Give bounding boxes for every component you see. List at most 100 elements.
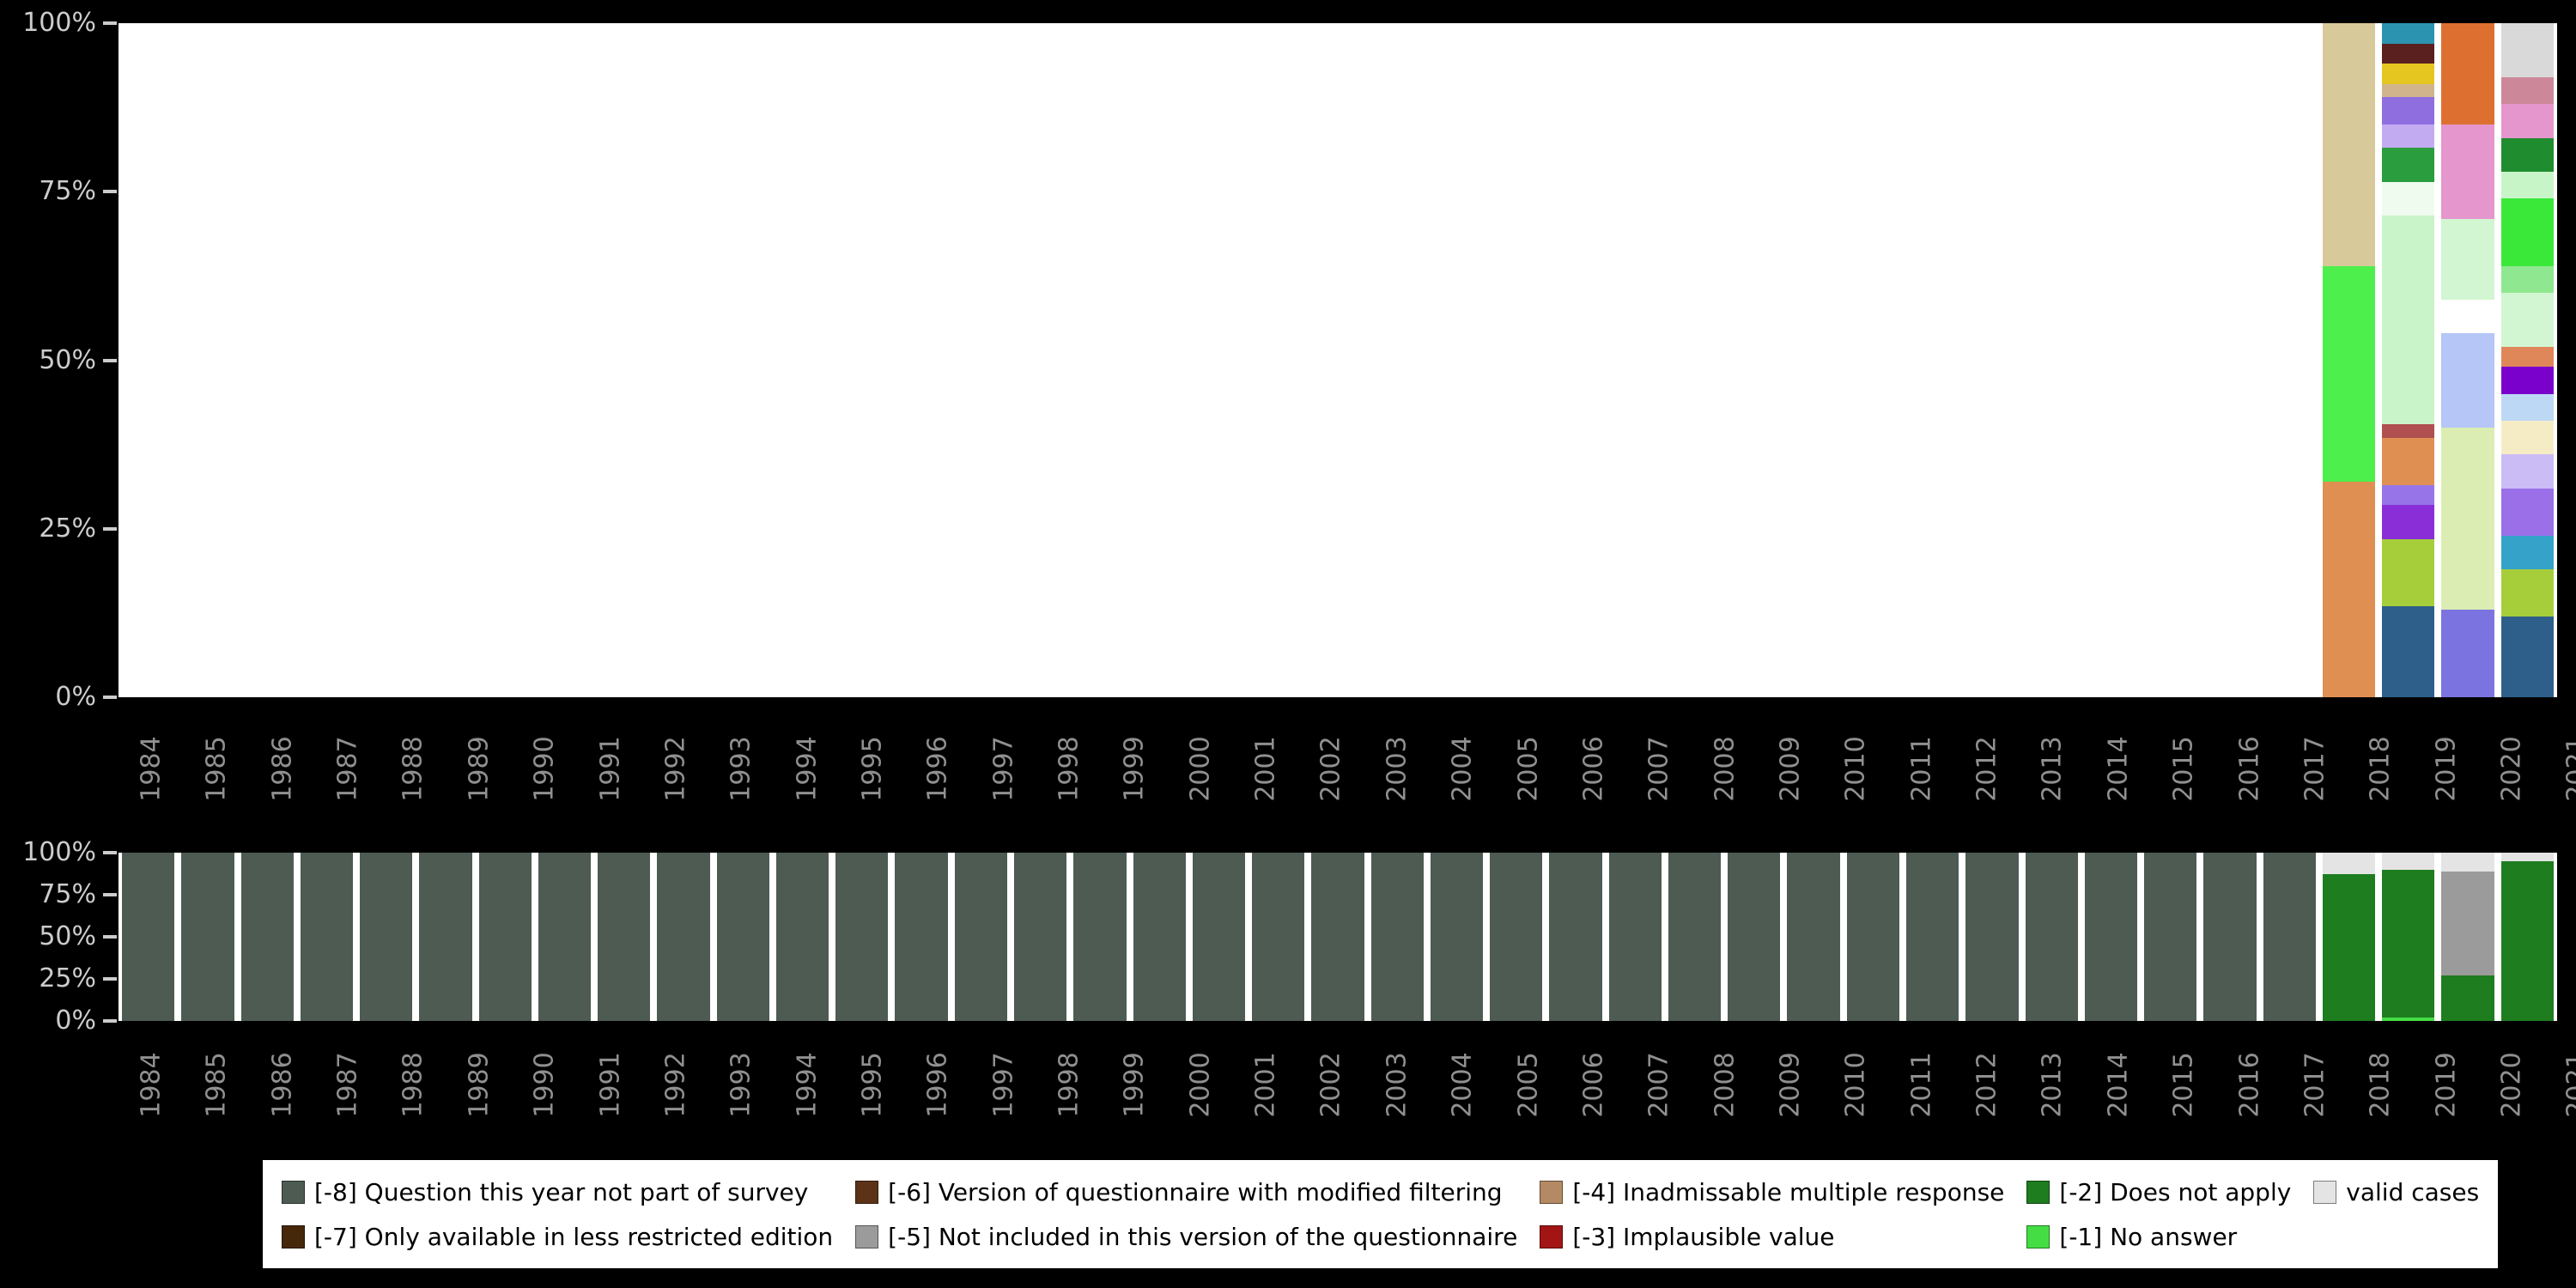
missing-bar-1991 xyxy=(538,853,592,1021)
missing-bar-1989 xyxy=(419,853,472,1021)
bottom-tick-1997: 1997 xyxy=(971,1039,1036,1130)
y-axis-tick xyxy=(103,977,117,981)
bottom-tick-2017: 2017 xyxy=(2282,1039,2348,1130)
category-bar-2024 xyxy=(2500,23,2554,697)
legend: [-8] Question this year not part of surv… xyxy=(263,1160,2499,1268)
legend-label: valid cases xyxy=(2346,1177,2480,1206)
bar-segment xyxy=(2382,215,2435,425)
top-plot xyxy=(118,23,2557,697)
x-axis-year-label: 2003 xyxy=(1382,735,1413,802)
x-axis-year-label: 1997 xyxy=(988,1051,1019,1118)
category-bar-2006 xyxy=(1431,23,1483,697)
legend-item--8: [-8] Question this year not part of surv… xyxy=(282,1172,833,1212)
x-axis-year-label: 2008 xyxy=(1710,735,1741,802)
x-axis-year-label: 2007 xyxy=(1643,1051,1674,1118)
category-bar-2016 xyxy=(2026,23,2078,697)
bottom-tick-2015: 2015 xyxy=(2151,1039,2216,1130)
missing-bar-1986 xyxy=(240,853,294,1021)
x-axis-year-label: 2008 xyxy=(1710,1051,1741,1118)
bar-segment xyxy=(1905,853,1959,1021)
missing-bar-2003 xyxy=(1252,853,1305,1021)
bottom-tick-2019: 2019 xyxy=(2414,1039,2479,1130)
top-tick-2014: 2014 xyxy=(2086,723,2151,814)
x-axis-year-label: 2006 xyxy=(1578,735,1609,802)
x-axis-year-label: 2014 xyxy=(2103,735,2134,802)
bar-segment xyxy=(1252,853,1305,1021)
bar-segment xyxy=(1728,853,1781,1021)
missing-bar-2007 xyxy=(1490,853,1543,1021)
bar-segment xyxy=(2500,137,2554,172)
top-tick-2004: 2004 xyxy=(1430,723,1495,814)
x-axis-year-label: 2019 xyxy=(2431,1051,2462,1118)
category-bar-1997 xyxy=(895,23,947,697)
top-tick-1998: 1998 xyxy=(1036,723,1102,814)
x-axis-year-label: 2010 xyxy=(1841,735,1872,802)
missing-bar-2020 xyxy=(2263,853,2316,1021)
legend-swatch-icon xyxy=(855,1180,879,1204)
top-tick-2012: 2012 xyxy=(1954,723,2020,814)
bar-segment xyxy=(1549,853,1602,1021)
legend-item--7: [-7] Only available in less restricted e… xyxy=(282,1217,833,1256)
legend-swatch-icon xyxy=(282,1180,305,1204)
category-bar-1998 xyxy=(955,23,1007,697)
bar-segment xyxy=(1668,853,1722,1021)
x-axis-year-label: 1986 xyxy=(267,735,298,802)
x-axis-year-label: 2010 xyxy=(1841,1051,1872,1118)
bottom-tick-1985: 1985 xyxy=(184,1039,249,1130)
missing-bar-2012 xyxy=(1787,853,1840,1021)
x-axis-year-label: 2013 xyxy=(2038,735,2069,802)
legend-swatch-icon xyxy=(1540,1224,1564,1249)
x-axis-year-label: 2002 xyxy=(1316,1051,1347,1118)
legend-swatch-icon xyxy=(855,1224,879,1249)
x-axis-year-label: 2005 xyxy=(1513,735,1544,802)
x-axis-year-label: 1996 xyxy=(922,735,953,802)
bottom-plot xyxy=(118,853,2557,1021)
bar-segment xyxy=(1133,853,1186,1021)
missing-bar-1992 xyxy=(598,853,651,1021)
missing-bar-1988 xyxy=(360,853,413,1021)
bottom-tick-2000: 2000 xyxy=(1168,1039,1233,1130)
legend-column: [-8] Question this year not part of surv… xyxy=(282,1172,833,1256)
x-axis-year-label: 1991 xyxy=(595,735,626,802)
y-axis-label: 25% xyxy=(39,513,96,544)
x-axis-year-label: 1985 xyxy=(202,735,233,802)
bar-segment xyxy=(2322,481,2376,697)
bottom-tick-1991: 1991 xyxy=(578,1039,643,1130)
top-tick-1997: 1997 xyxy=(971,723,1036,814)
x-axis-year-label: 2013 xyxy=(2038,1051,2069,1118)
legend-column: valid cases xyxy=(2313,1172,2479,1256)
y-axis-tick xyxy=(103,696,117,699)
legend-item--3: [-3] Implausible value xyxy=(1540,1217,2004,1256)
y-axis-label: 100% xyxy=(22,837,96,867)
legend-label: [-3] Implausible value xyxy=(1572,1222,1835,1251)
x-axis-year-label: 2021 xyxy=(2561,1051,2576,1118)
bar-segment xyxy=(2382,538,2435,607)
category-bar-2017 xyxy=(2085,23,2137,697)
x-axis-year-label: 2012 xyxy=(1971,735,2002,802)
bottom-tick-1986: 1986 xyxy=(250,1039,315,1130)
category-bar-1991 xyxy=(538,23,591,697)
bar-segment xyxy=(1846,853,1899,1021)
x-axis-year-label: 2011 xyxy=(1906,735,1937,802)
legend-label: [-8] Question this year not part of surv… xyxy=(314,1177,809,1206)
bar-segment xyxy=(835,853,889,1021)
bar-segment xyxy=(2322,265,2376,482)
bar-segment xyxy=(2382,606,2435,697)
category-bar-2001 xyxy=(1133,23,1186,697)
missing-bar-1985 xyxy=(181,853,234,1021)
bar-segment xyxy=(1608,853,1662,1021)
top-tick-2000: 2000 xyxy=(1168,723,1233,814)
missing-bar-1984 xyxy=(122,853,175,1021)
category-bar-2019 xyxy=(2203,23,2256,697)
bottom-tick-2014: 2014 xyxy=(2086,1039,2151,1130)
bar-segment xyxy=(2203,853,2257,1021)
bar-segment xyxy=(2382,83,2435,98)
bar-segment xyxy=(657,853,710,1021)
category-bar-2023 xyxy=(2441,23,2494,697)
top-tick-2021: 2021 xyxy=(2544,723,2576,814)
x-axis-year-label: 1992 xyxy=(660,735,691,802)
x-axis-year-label: 1985 xyxy=(202,1051,233,1118)
missing-bar-2000 xyxy=(1073,853,1127,1021)
top-tick-2001: 2001 xyxy=(1233,723,1298,814)
category-bar-2002 xyxy=(1193,23,1245,697)
